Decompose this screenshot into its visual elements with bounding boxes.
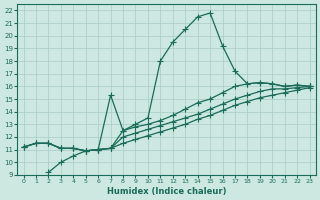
X-axis label: Humidex (Indice chaleur): Humidex (Indice chaleur) bbox=[107, 187, 226, 196]
